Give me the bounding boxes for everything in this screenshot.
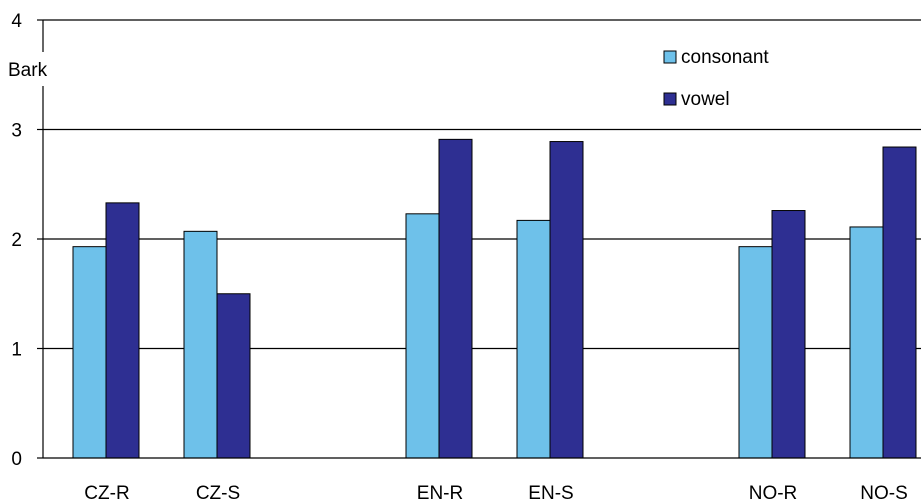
bar-vowel-no-s — [882, 146, 917, 459]
y-tick-label: 2 — [11, 230, 22, 251]
x-tick-label: NO-S — [860, 483, 908, 502]
x-tick-labels: CZ-R CZ-S EN-R EN-S NO-R NO-S — [84, 483, 907, 502]
bar-vowel-en-r — [438, 138, 473, 459]
x-tick-label: CZ-R — [84, 483, 129, 502]
y-axis-label-background — [4, 52, 64, 86]
legend-swatch-consonant — [663, 50, 677, 64]
bars — [72, 138, 917, 459]
bar-vowel-no-r — [771, 210, 806, 459]
y-tick-label: 1 — [11, 340, 22, 361]
y-tick-labels: 0 1 2 3 4 — [11, 11, 22, 470]
x-tick-label: EN-R — [417, 483, 463, 502]
bar-vowel-cz-r — [105, 202, 140, 459]
bar-consonant-cz-r — [72, 246, 107, 459]
legend: consonant vowel — [663, 47, 769, 110]
bar-consonant-en-s — [516, 219, 551, 459]
x-tick-label: NO-R — [749, 483, 798, 502]
bar-vowel-cz-s — [216, 293, 251, 459]
legend-swatch-vowel — [663, 92, 677, 106]
legend-label-vowel: vowel — [681, 89, 730, 110]
y-tick-label: 0 — [11, 449, 22, 470]
y-axis-label: Bark — [8, 60, 48, 81]
bar-consonant-en-r — [405, 213, 440, 459]
y-tick-label: 3 — [11, 121, 22, 142]
x-tick-label: CZ-S — [196, 483, 240, 502]
y-tick-label: 4 — [11, 11, 22, 32]
bar-consonant-no-r — [738, 246, 773, 459]
bar-consonant-no-s — [849, 226, 884, 459]
axes — [4, 19, 921, 459]
legend-label-consonant: consonant — [681, 47, 769, 68]
bar-vowel-en-s — [549, 141, 584, 459]
bar-consonant-cz-s — [183, 230, 218, 459]
x-tick-label: EN-S — [528, 483, 573, 502]
